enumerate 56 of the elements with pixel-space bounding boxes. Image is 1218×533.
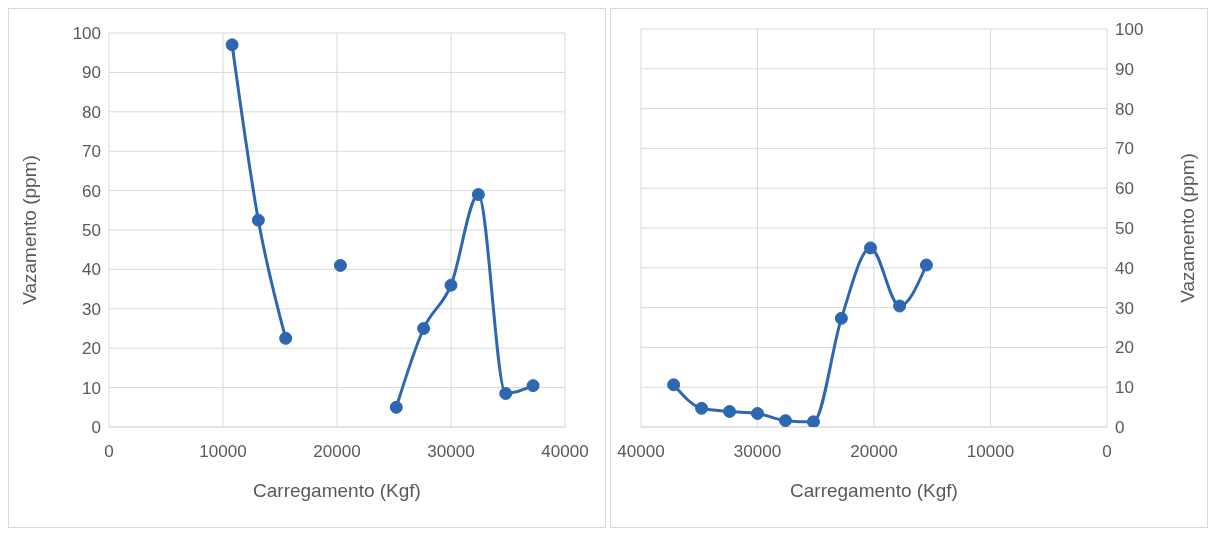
x-tick-label: 40000: [617, 442, 665, 462]
point: [695, 401, 709, 415]
y-axis-title: Vazamento (ppm): [1176, 153, 1198, 303]
point: [333, 258, 347, 272]
y-tick-label: 20: [1115, 338, 1134, 358]
point: [471, 188, 485, 202]
point: [806, 415, 820, 427]
y-axis-title: Vazamento (ppm): [18, 155, 40, 305]
y-tick-label: 0: [91, 418, 101, 438]
point: [251, 213, 265, 227]
point: [225, 38, 239, 52]
y-tick-label: 50: [82, 221, 101, 241]
point: [751, 406, 764, 420]
x-tick-label: 10000: [966, 442, 1015, 462]
y-tick-label: 70: [1115, 139, 1134, 159]
y-tick-label: 70: [82, 142, 101, 162]
x-tick-label: 0: [104, 442, 114, 462]
y-tick-label: 80: [82, 102, 101, 122]
point: [919, 258, 933, 272]
y-tick-label: 40: [1115, 258, 1134, 278]
y-tick-label: 0: [1115, 418, 1125, 438]
y-tick-label: 20: [82, 339, 101, 359]
point: [526, 379, 540, 393]
y-tick-label: 100: [1115, 20, 1144, 40]
y-tick-label: 10: [1115, 378, 1134, 398]
point: [417, 322, 431, 335]
x-tick-label: 40000: [541, 442, 589, 462]
point: [834, 311, 848, 325]
point: [667, 378, 681, 392]
x-tick-label: 30000: [427, 442, 475, 462]
y-tick-label: 10: [82, 378, 101, 398]
point: [778, 414, 792, 427]
x-tick-label: 20000: [850, 442, 898, 462]
point: [444, 278, 458, 292]
point: [389, 400, 403, 414]
y-tick-label: 30: [1115, 298, 1134, 318]
y-tick-label: 30: [82, 299, 101, 319]
point: [723, 404, 737, 418]
x-tick-label: 10000: [199, 442, 247, 462]
x-tick-label: 0: [1102, 442, 1112, 462]
point: [499, 387, 513, 401]
point: [864, 241, 878, 255]
point: [893, 299, 907, 313]
y-tick-label: 60: [1115, 179, 1134, 199]
y-tick-label: 90: [82, 63, 101, 83]
x-tick-label: 20000: [313, 442, 361, 462]
point: [279, 331, 293, 345]
x-axis-title: Carregamento (Kgf): [253, 480, 421, 501]
x-axis-title: Carregamento (Kgf): [790, 480, 958, 501]
y-tick-label: 80: [1115, 99, 1134, 119]
y-tick-label: 60: [82, 181, 101, 201]
y-tick-label: 50: [1115, 219, 1134, 239]
y-tick-label: 90: [1115, 59, 1134, 79]
y-tick-label: 100: [72, 24, 101, 44]
y-tick-label: 40: [82, 260, 101, 280]
x-tick-label: 30000: [733, 442, 782, 462]
